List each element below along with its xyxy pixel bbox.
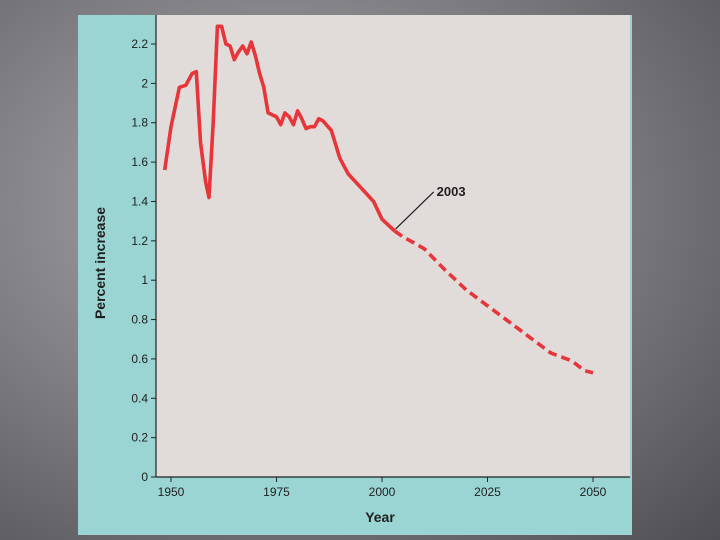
y-tick-label: 2 — [141, 76, 148, 90]
y-tick-label: 1.6 — [131, 155, 148, 169]
y-tick-label: 1 — [141, 273, 148, 287]
annotation-leader-line — [395, 191, 435, 230]
y-tick-label: 0.4 — [131, 391, 148, 405]
x-tick-label: 1950 — [158, 485, 185, 499]
annotation-label: 2003 — [437, 184, 466, 199]
y-tick-label: 0.2 — [131, 431, 148, 445]
plot-area — [156, 15, 630, 477]
x-axis-title: Year — [365, 509, 395, 525]
y-tick-label: 0.8 — [131, 313, 148, 327]
y-axis-title: Percent increase — [92, 207, 108, 319]
x-tick-label: 2025 — [474, 485, 501, 499]
line-chart: 0 0.2 0.4 0.6 0.8 1 1.2 1.4 1.6 1.8 2 2.2 1950 1975 20… — [92, 15, 630, 525]
x-tick-label: 2050 — [580, 485, 607, 499]
historical-series-line — [162, 24, 396, 233]
x-tick-label: 1975 — [263, 485, 290, 499]
y-tick-label: 0 — [141, 470, 148, 484]
x-tick-label: 2000 — [369, 485, 396, 499]
chart-panel: 0 0.2 0.4 0.6 0.8 1 1.2 1.4 1.6 1.8 2 2.2 1950 1975 20… — [78, 15, 632, 535]
y-tick-label: 0.6 — [131, 352, 148, 366]
y-tick-label: 1.2 — [131, 234, 148, 248]
y-tick-label: 1.4 — [131, 194, 148, 208]
y-tick-label: 1.8 — [131, 116, 148, 130]
projected-series-line — [393, 229, 594, 375]
y-tick-label: 2.2 — [131, 37, 148, 51]
